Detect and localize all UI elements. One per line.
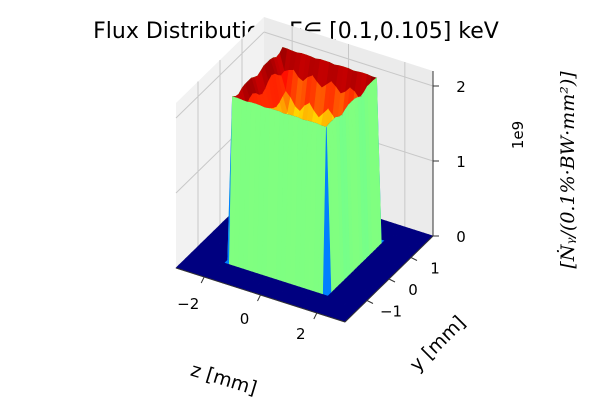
flux-axis-ticks: 0 1 2 bbox=[433, 78, 466, 246]
y-tick-label: 0 bbox=[408, 281, 418, 299]
flux-tick-label: 1 bbox=[456, 153, 466, 171]
z-tick-label: 0 bbox=[240, 310, 250, 328]
tick-mark bbox=[313, 312, 318, 320]
offset-text: 1e9 bbox=[509, 121, 527, 149]
surface-mesh bbox=[175, 46, 434, 323]
z-axis-label: z [mm] bbox=[188, 359, 259, 400]
tick-mark bbox=[200, 276, 205, 284]
y-axis-ticks: −1 01 bbox=[366, 257, 440, 321]
flux-axis-label: [Ṅᵧ/(0.1%·BW·mm²)] bbox=[556, 71, 579, 269]
tick-mark bbox=[366, 300, 374, 304]
z-tick-label: 2 bbox=[296, 325, 306, 343]
grid-line bbox=[175, 31, 265, 119]
z-axis-ticks: −2 0 2 bbox=[177, 276, 318, 343]
tick-mark bbox=[388, 278, 396, 283]
y-tick-label: 1 bbox=[430, 260, 440, 278]
tick-mark bbox=[257, 294, 261, 302]
grid-line bbox=[263, 31, 434, 87]
y-axis-label: y [mm] bbox=[406, 312, 470, 376]
z-tick-label: −2 bbox=[177, 295, 199, 313]
tick-mark bbox=[410, 257, 418, 261]
flux-tick-label: 2 bbox=[456, 78, 466, 96]
y-tick-label: −1 bbox=[380, 303, 402, 321]
flux-tick-label: 0 bbox=[456, 228, 466, 246]
